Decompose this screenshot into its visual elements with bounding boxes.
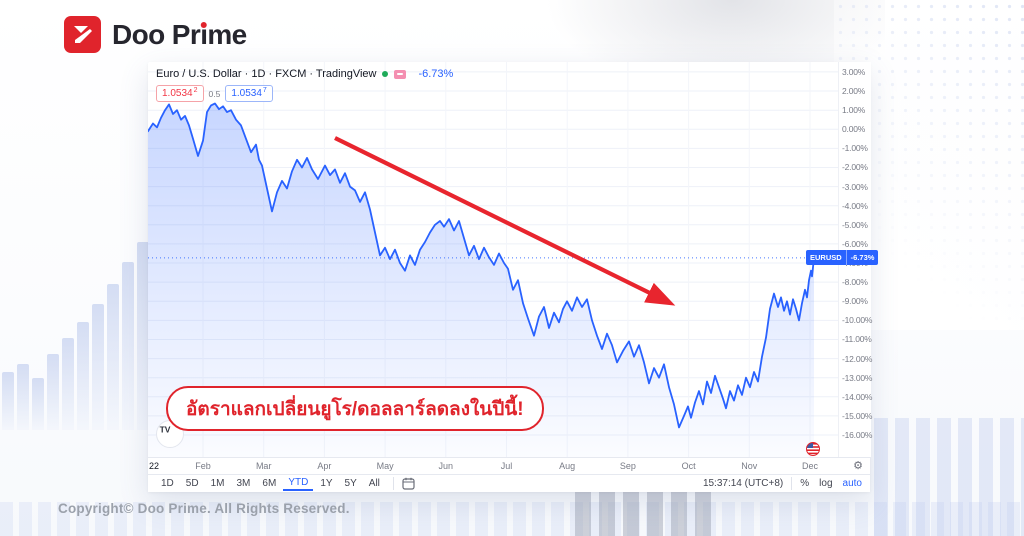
brand-name: Doo Prime: [112, 16, 247, 53]
toolbar-divider: [392, 477, 394, 490]
y-axis-label: -5.00%: [842, 219, 868, 230]
toolbar-divider: [791, 477, 793, 490]
range-button-3m[interactable]: 3M: [236, 477, 251, 489]
y-axis-label: -2.00%: [842, 162, 868, 173]
current-price-badge: EURUSD -6.73%: [806, 250, 879, 266]
x-axis-label: Jun: [438, 461, 454, 471]
range-button-5d[interactable]: 5D: [185, 477, 199, 489]
x-axis-label: Nov: [741, 461, 758, 471]
y-axis-label: -10.00%: [842, 315, 873, 326]
doo-prime-logo-icon: [64, 16, 101, 53]
bg-bar-chart-decoration: [2, 238, 150, 430]
brand-name-part: me: [207, 19, 247, 50]
range-button-1m[interactable]: 1M: [210, 477, 225, 489]
y-axis-label: 2.00%: [842, 86, 866, 97]
bg-bar: [47, 354, 59, 430]
x-axis-label: Aug: [559, 461, 576, 471]
scale-selector: % log auto: [800, 478, 862, 489]
annotation-text: อัตราแลกเปลี่ยนยูโร/ดอลลาร์ลดลงในปีนี้!: [186, 398, 524, 420]
chart-toolbar: 1D 5D 1M 3M 6M YTD 1Y 5Y All 15:37:14 (UTC+8) % l…: [148, 474, 870, 492]
chart-header: Euro / U.S. Dollar · 1D · FXCM · Trading…: [156, 68, 453, 102]
bg-right-blue-bars: [874, 418, 1024, 536]
bg-bar: [32, 378, 44, 430]
scale-button-auto[interactable]: auto: [842, 478, 862, 489]
change-percent-label: -6.73%: [418, 68, 454, 80]
price-chart-canvas[interactable]: [148, 62, 838, 457]
y-axis-label: 0.00%: [842, 124, 866, 135]
brand-logo: Doo Prime: [64, 16, 247, 53]
buy-price-button[interactable]: 1.0534 7: [225, 85, 273, 102]
settings-gear-icon[interactable]: ⚙: [853, 460, 863, 472]
symbol-title[interactable]: Euro / U.S. Dollar · 1D · FXCM · Trading…: [156, 68, 377, 80]
annotation-callout: อัตราแลกเปลี่ยนยูโร/ดอลลาร์ลดลงในปีนี้!: [166, 386, 544, 431]
y-axis-label: -8.00%: [842, 277, 868, 288]
x-axis-label: May: [376, 461, 394, 471]
y-axis-label: -1.00%: [842, 143, 868, 154]
brand-name-i-reddot: i: [200, 19, 208, 50]
range-button-6m[interactable]: 6M: [262, 477, 277, 489]
downtrend-arrow: [334, 136, 676, 306]
spread-value: 0.5: [208, 88, 221, 99]
range-button-5y[interactable]: 5Y: [344, 477, 357, 489]
x-axis-label: Feb: [195, 461, 211, 471]
y-axis-label: -9.00%: [842, 296, 868, 307]
badge-value: -6.73%: [850, 253, 875, 263]
y-axis-label: -12.00%: [842, 353, 873, 364]
y-axis-label: -14.00%: [842, 391, 873, 402]
range-selector: 1D 5D 1M 3M 6M YTD 1Y 5Y All: [156, 476, 385, 491]
range-button-ytd[interactable]: YTD: [283, 476, 314, 491]
bg-bar: [122, 262, 134, 430]
y-axis-label: -15.00%: [842, 410, 873, 421]
bg-bar: [2, 372, 14, 430]
go-to-date-icon[interactable]: [402, 477, 415, 490]
bg-bar: [77, 322, 89, 430]
svg-text:TV: TV: [160, 425, 171, 435]
bid-price-sup: 2: [193, 87, 198, 94]
price-line: [148, 102, 815, 429]
brand-name-part: Doo Pr: [112, 19, 201, 50]
y-axis-label: -4.00%: [842, 200, 868, 211]
y-axis-label: -3.00%: [842, 181, 868, 192]
range-button-1d[interactable]: 1D: [161, 477, 174, 489]
bg-bar: [107, 284, 119, 430]
y-axis-label: -6.00%: [842, 238, 868, 249]
y-axis-label: 3.00%: [842, 66, 866, 77]
scale-button-%[interactable]: %: [800, 478, 810, 489]
bg-bar: [92, 304, 104, 430]
time-axis[interactable]: ⚙ 22 Feb Mar Apr May Jun Jul Aug Sep Oct Nov Dec: [148, 457, 870, 474]
x-axis-label: Dec: [801, 461, 818, 471]
chart-pane[interactable]: Euro / U.S. Dollar · 1D · FXCM · Trading…: [148, 62, 879, 457]
tradingview-chart-widget: Euro / U.S. Dollar · 1D · FXCM · Trading…: [148, 62, 879, 492]
scale-button-log[interactable]: log: [819, 478, 833, 489]
badge-symbol: EURUSD: [810, 253, 842, 263]
ask-price-sup: 7: [262, 87, 267, 94]
y-axis-label: -11.00%: [842, 334, 872, 345]
x-axis-label: Jul: [500, 461, 513, 471]
bid-price: 1.0534: [162, 87, 193, 99]
y-axis-label: -13.00%: [842, 372, 873, 383]
copyright: Copyright© Doo Prime. All Rights Reserve…: [58, 501, 350, 516]
ask-price: 1.0534: [231, 87, 262, 99]
tradingview-logo[interactable]: TV: [156, 420, 184, 448]
status-dot-green-icon: [382, 71, 389, 77]
area-fill: [148, 103, 814, 457]
clock-label[interactable]: 15:37:14 (UTC+8): [702, 478, 784, 489]
range-button-1y[interactable]: 1Y: [320, 477, 333, 489]
y-axis-label: 1.00%: [842, 105, 866, 116]
x-axis-label: Oct: [681, 461, 696, 471]
x-axis-label: Sep: [619, 461, 636, 471]
bg-bar: [62, 338, 74, 430]
marker-minus-icon: [394, 69, 407, 79]
bg-bar: [17, 364, 29, 430]
sell-price-button[interactable]: 1.0534 2: [156, 85, 204, 102]
range-button-all[interactable]: All: [368, 477, 380, 489]
x-axis-label: Apr: [317, 461, 332, 471]
y-axis-label: -16.00%: [842, 430, 873, 441]
market-session-flag-icon[interactable]: [806, 442, 820, 456]
x-axis-label: 22: [149, 461, 160, 471]
x-axis-label: Mar: [255, 461, 272, 471]
